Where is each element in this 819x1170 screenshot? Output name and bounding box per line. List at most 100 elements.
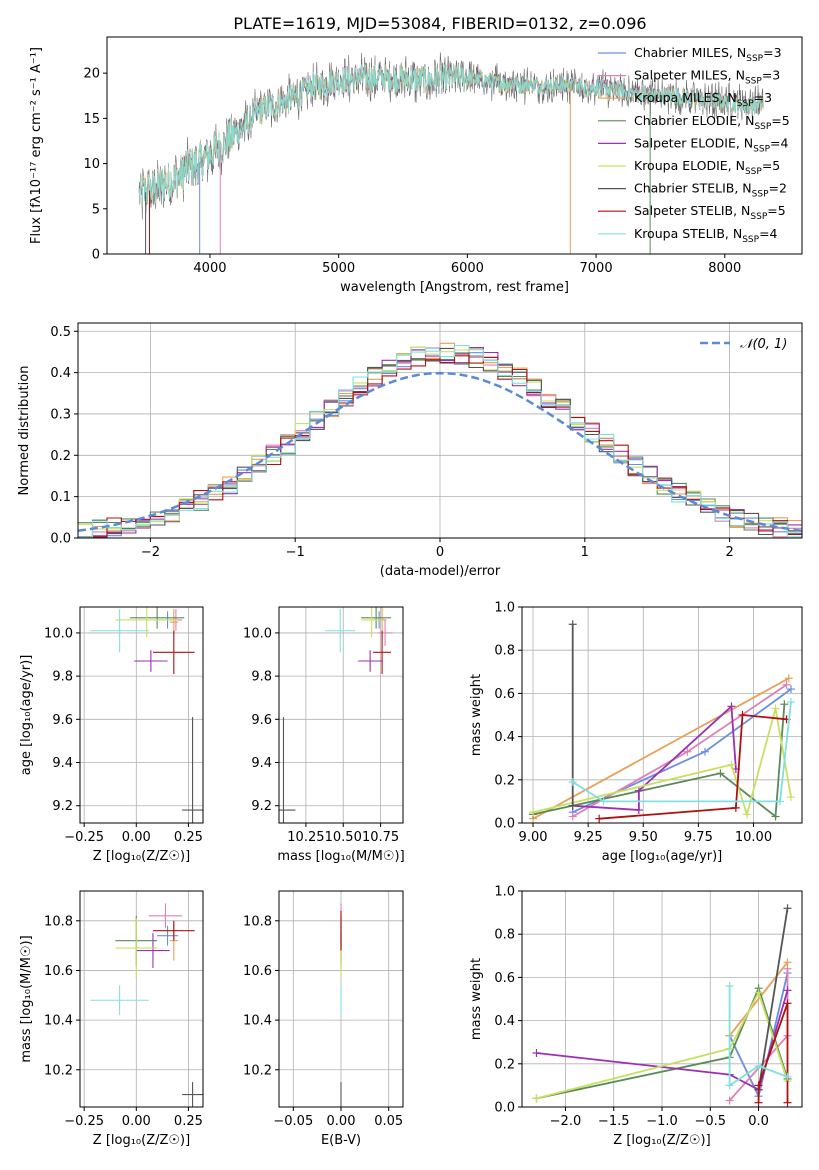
- legend-gauss-label: 𝒩(0, 1): [740, 337, 787, 352]
- legend-entry: Salpeter STELIB, NSSP=5: [634, 203, 786, 222]
- weight-line-kroupa_stelib: [572, 701, 792, 803]
- x-axis-label: Z [log₁₀(Z/Z☉)]: [613, 1133, 710, 1148]
- x-tick-label: −1: [286, 545, 305, 560]
- plot-area-age_vs_Z: [90, 607, 203, 823]
- legend-sub: SSP: [752, 190, 769, 200]
- legend-label: Salpeter ELODIE, N: [634, 135, 753, 150]
- y-tick-label: 9.8: [251, 670, 272, 685]
- legend-label: Kroupa MILES, N: [634, 90, 737, 105]
- weight-line-kroupa_elodie: [536, 990, 789, 1100]
- x-tick-label: −2.0: [550, 1114, 582, 1129]
- x-tick-label: 7000: [580, 261, 613, 276]
- y-tick-label: 10.6: [44, 964, 73, 979]
- x-tick-label: 0.25: [174, 830, 203, 845]
- y-tick-label: 0.0: [494, 817, 515, 832]
- x-tick-label: 9.00: [519, 830, 548, 845]
- x-tick-label: 10.50: [325, 830, 362, 845]
- x-tick-label: 0: [436, 545, 444, 560]
- y-tick-label: 10.8: [243, 914, 272, 929]
- y-tick-label: 0.0: [50, 532, 71, 547]
- x-tick-label: 9.75: [684, 830, 713, 845]
- x-tick-label: −0.5: [694, 1114, 726, 1129]
- histogram-salpeter_stelib: [78, 355, 802, 538]
- x-tick-label: 0.00: [122, 1114, 151, 1129]
- axes-mass_vs_Z: −0.25 0.00 0.25 10.2 10.4 10.6 10.8 Z [log₁₀(Z/…: [19, 890, 204, 1148]
- weight-line-salpeter_stelib: [757, 1003, 789, 1103]
- legend-sub: SSP: [737, 99, 754, 109]
- y-tick-label: 9.4: [251, 756, 272, 771]
- x-tick-label: −0.25: [64, 1114, 104, 1129]
- x-tick-label: 4000: [193, 261, 226, 276]
- y-tick-label: 0.0: [494, 1101, 515, 1116]
- y-axis-label: Flux [fλ10⁻¹⁷ erg cm⁻² s⁻¹ A⁻¹]: [29, 47, 44, 244]
- legend-sub: SSP: [750, 212, 767, 222]
- y-tick-label: 0.3: [50, 407, 71, 422]
- y-tick-label: 10: [83, 157, 100, 172]
- legend-entry: Chabrier ELODIE, NSSP=5: [634, 113, 790, 132]
- legend-suffix: =5: [771, 113, 789, 128]
- plot-area-mass_weight_vs_Z: [532, 904, 792, 1107]
- legend-entry: Chabrier STELIB, NSSP=2: [634, 181, 787, 200]
- legend-suffix: =3: [762, 68, 780, 83]
- legend-suffix: =2: [769, 181, 787, 196]
- weight-line-chabrier_elodie: [532, 704, 786, 819]
- x-tick-label: −0.05: [273, 1114, 313, 1129]
- x-tick-label: 0.25: [174, 1114, 203, 1129]
- legend-entry: Salpeter ELODIE, NSSP=4: [634, 135, 789, 154]
- y-tick-label: 10.4: [243, 1014, 272, 1029]
- plot-area-spectrum: [138, 52, 764, 254]
- axes-mass_weight_vs_age: 9.00 9.25 9.50 9.75 10.00 0.0 0.2 0.4 0.6 0.8 1.0 a…: [469, 601, 803, 864]
- x-tick-label: 10.75: [362, 830, 399, 845]
- weight-line-kroupa_stelib: [728, 986, 788, 1088]
- legend-label: Salpeter STELIB, N: [634, 203, 750, 218]
- y-tick-label: 20: [83, 67, 100, 82]
- x-tick-label: −2: [141, 545, 160, 560]
- axes-mass_vs_ebv: −0.05 0.00 0.05 10.2 10.4 10.6 10.8 E(B-V): [243, 890, 404, 1148]
- x-tick-label: −1.5: [598, 1114, 630, 1129]
- y-tick-label: 10.0: [243, 626, 272, 641]
- plot-area-residuals: [78, 342, 802, 538]
- weight-line-salpeter_elodie: [536, 990, 789, 1092]
- y-tick-label: 0.2: [494, 773, 515, 788]
- legend-entry: Kroupa MILES, NSSP=3: [634, 90, 772, 109]
- x-axis-label: E(B-V): [321, 1133, 361, 1148]
- legend-sub: SSP: [746, 54, 763, 64]
- legend-label: Kroupa STELIB, N: [634, 226, 742, 241]
- x-tick-label: 9.25: [574, 830, 603, 845]
- axes-frame: [106, 36, 803, 255]
- y-tick-label: 9.6: [52, 713, 73, 728]
- y-axis-label: Normed distribution: [17, 366, 32, 496]
- axes-spectrum: 4000 5000 6000 7000 8000 0 5 10 15 20 wavelength […: [29, 36, 803, 295]
- x-tick-label: 5000: [322, 261, 355, 276]
- x-tick-label: 10.25: [287, 830, 324, 845]
- y-tick-label: 1.0: [494, 885, 515, 900]
- y-tick-label: 0: [92, 248, 100, 263]
- y-tick-label: 15: [83, 112, 100, 127]
- x-tick-label: −0.25: [64, 830, 104, 845]
- x-axis-label: Z [log₁₀(Z/Z☉)]: [93, 1133, 190, 1148]
- axes-frame: [278, 606, 404, 824]
- y-tick-label: 9.2: [52, 799, 73, 814]
- x-tick-label: 6000: [451, 261, 484, 276]
- legend-sub: SSP: [753, 144, 770, 154]
- legend-entry: Chabrier MILES, NSSP=3: [634, 45, 782, 64]
- x-axis-label: mass [log₁₀(M/M☉)]: [277, 849, 404, 864]
- y-tick-label: 10.4: [44, 1014, 73, 1029]
- x-tick-label: −1.0: [646, 1114, 678, 1129]
- plot-area-age_vs_mass: [279, 607, 393, 823]
- y-tick-label: 0.5: [50, 325, 71, 340]
- y-tick-label: 9.8: [52, 670, 73, 685]
- legend-entry: Salpeter MILES, NSSP=3: [634, 68, 780, 87]
- weight-line-chabrier_stelib: [757, 908, 789, 1090]
- legend-sub: SSP: [745, 77, 762, 87]
- y-axis-label: age [log₁₀(age/yr)]: [19, 655, 34, 776]
- legend-suffix: =3: [754, 90, 772, 105]
- y-axis-label: mass weight: [469, 958, 484, 1040]
- y-tick-label: 9.6: [251, 713, 272, 728]
- y-tick-label: 10.0: [44, 626, 73, 641]
- y-tick-label: 10.6: [243, 964, 272, 979]
- axes-frame: [521, 606, 803, 824]
- weight-line-salpeter_elodie: [572, 704, 737, 811]
